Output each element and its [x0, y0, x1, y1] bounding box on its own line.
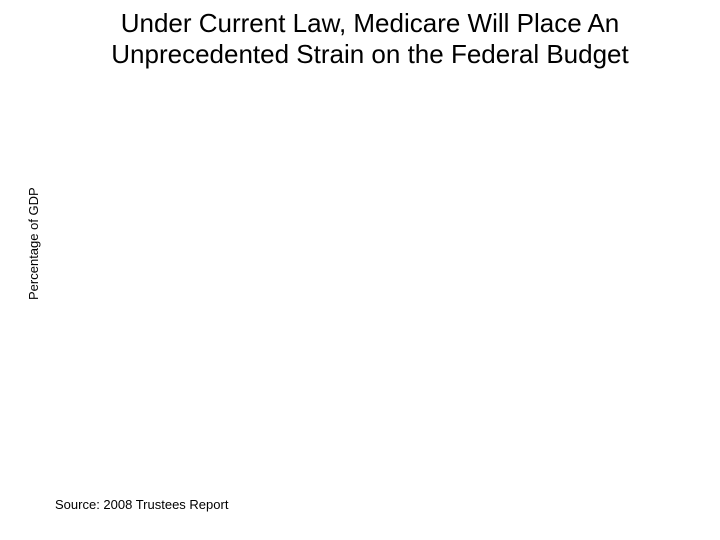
chart-plot-area [55, 85, 675, 465]
y-axis-label: Percentage of GDP [26, 187, 41, 300]
source-caption: Source: 2008 Trustees Report [55, 497, 228, 512]
slide-title: Under Current Law, Medicare Will Place A… [40, 8, 700, 70]
slide: Under Current Law, Medicare Will Place A… [0, 0, 720, 540]
